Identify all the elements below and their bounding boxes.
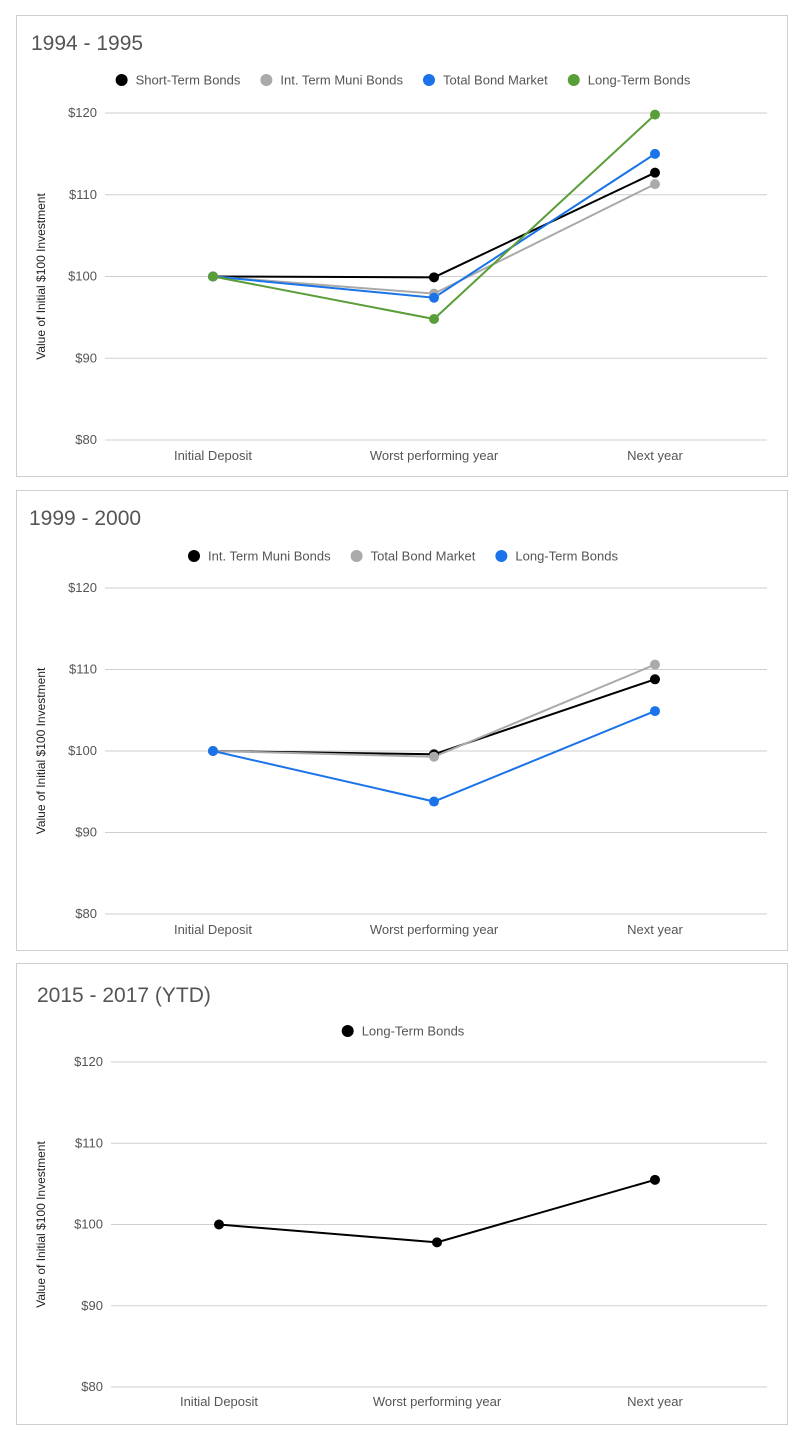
data-point-long-term-bonds[interactable] xyxy=(429,796,439,807)
legend: Int. Term Muni Bonds Total Bond Market Lon… xyxy=(188,549,618,564)
x-tick-label: Next year xyxy=(627,922,683,937)
legend-marker xyxy=(188,550,200,562)
legend-item-int-term-muni-bonds[interactable]: Int. Term Muni Bonds xyxy=(260,73,403,88)
legend-label: Total Bond Market xyxy=(371,549,476,564)
y-tick-label: $100 xyxy=(74,1217,103,1232)
legend-marker xyxy=(350,550,363,562)
data-point-total-bond-market[interactable] xyxy=(429,292,439,303)
data-point-short-term-bonds[interactable] xyxy=(650,167,660,178)
data-point-long-term-bonds[interactable] xyxy=(650,706,660,717)
y-tick-label: $80 xyxy=(81,1379,103,1394)
y-tick-label: $120 xyxy=(68,580,97,595)
legend-item-total-bond-market[interactable]: Total Bond Market xyxy=(422,73,548,88)
y-tick-label: $110 xyxy=(69,662,97,677)
legend-label: Short-Term Bonds xyxy=(136,73,241,88)
data-point-long-term-bonds[interactable] xyxy=(208,271,218,282)
data-point-long-term-bonds[interactable] xyxy=(650,1174,660,1185)
y-tick-label: $90 xyxy=(75,825,97,840)
chart-svg: 1999 - 2000 $80 $90 $100 $110 $120 Value of In… xyxy=(29,507,767,937)
chart-panel-1994-1995: 1994 - 1995 $80 $90 $100 $110 $120 Value of In… xyxy=(16,15,788,477)
x-tick-label: Next year xyxy=(627,448,683,463)
series-line-total-bond-market xyxy=(212,663,656,758)
y-tick-label: $90 xyxy=(81,1298,103,1313)
legend-label: Long-Term Bonds xyxy=(362,1024,465,1039)
data-point-total-bond-market[interactable] xyxy=(429,751,439,762)
x-tick-label: Next year xyxy=(627,1394,683,1409)
y-tick-label: $120 xyxy=(68,105,97,120)
series-line-int-term-muni-bonds xyxy=(212,678,656,756)
x-tick-label: Worst performing year xyxy=(373,1394,502,1409)
chart-svg: 1994 - 1995 $80 $90 $100 $110 $120 Value of In… xyxy=(31,32,767,463)
x-tick-label: Worst performing year xyxy=(370,922,499,937)
data-point-total-bond-market[interactable] xyxy=(650,659,660,670)
legend-label: Int. Term Muni Bonds xyxy=(280,73,403,88)
legend-marker xyxy=(495,550,508,562)
chart-panel-2015-2017: 2015 - 2017 (YTD) $80 $90 $100 $110 $120 Value… xyxy=(16,963,788,1425)
data-point-long-term-bonds[interactable] xyxy=(429,314,439,325)
legend-label: Long-Term Bonds xyxy=(588,73,691,88)
series-line-short-term-bonds xyxy=(212,171,656,279)
x-tick-label: Initial Deposit xyxy=(174,448,252,463)
legend-marker xyxy=(422,74,435,86)
y-tick-label: $100 xyxy=(68,743,97,758)
legend-marker xyxy=(567,74,580,86)
chart-svg: 2015 - 2017 (YTD) $80 $90 $100 $110 $120 Value… xyxy=(34,984,767,1409)
legend-item-long-term-bonds[interactable]: Long-Term Bonds xyxy=(495,549,618,564)
data-point-int-term-muni-bonds[interactable] xyxy=(650,674,660,685)
legend-item-total-bond-market[interactable]: Total Bond Market xyxy=(350,549,476,564)
legend-item-int-term-muni-bonds[interactable]: Int. Term Muni Bonds xyxy=(188,549,331,564)
y-axis-title: Value of Initial $100 Investment xyxy=(34,1141,48,1308)
legend-label: Long-Term Bonds xyxy=(515,549,618,564)
y-tick-label: $80 xyxy=(75,432,97,447)
data-point-long-term-bonds[interactable] xyxy=(214,1219,224,1230)
y-tick-label: $90 xyxy=(75,350,97,365)
x-tick-label: Worst performing year xyxy=(370,448,499,463)
chart-title: 1994 - 1995 xyxy=(31,32,143,55)
data-point-short-term-bonds[interactable] xyxy=(429,272,439,283)
chart-panel-1999-2000: 1999 - 2000 $80 $90 $100 $110 $120 Value of In… xyxy=(16,490,788,951)
y-tick-label: $80 xyxy=(75,906,97,921)
legend: Short-Term Bonds Int. Term Muni Bonds Tota… xyxy=(115,73,691,88)
y-tick-label: $120 xyxy=(74,1054,103,1069)
legend-item-short-term-bonds[interactable]: Short-Term Bonds xyxy=(115,73,241,88)
legend-label: Int. Term Muni Bonds xyxy=(208,549,331,564)
y-tick-label: $110 xyxy=(75,1135,103,1150)
legend-marker xyxy=(260,74,273,86)
data-point-long-term-bonds[interactable] xyxy=(432,1237,442,1248)
chart-title: 1999 - 2000 xyxy=(29,507,141,530)
y-tick-label: $110 xyxy=(69,187,97,202)
legend-label: Total Bond Market xyxy=(443,73,548,88)
legend-marker xyxy=(341,1025,354,1037)
y-tick-label: $100 xyxy=(68,269,97,284)
data-point-long-term-bonds[interactable] xyxy=(208,746,218,756)
legend-item-long-term-bonds[interactable]: Long-Term Bonds xyxy=(341,1024,465,1039)
x-tick-label: Initial Deposit xyxy=(180,1394,258,1409)
legend: Long-Term Bonds xyxy=(341,1024,465,1039)
data-point-total-bond-market[interactable] xyxy=(650,148,660,159)
chart-title: 2015 - 2017 (YTD) xyxy=(37,984,211,1007)
data-point-long-term-bonds[interactable] xyxy=(650,109,660,120)
y-axis-title: Value of Initial $100 Investment xyxy=(34,193,48,360)
series-line-long-term-bonds xyxy=(218,1178,656,1244)
data-point-int-term-muni-bonds[interactable] xyxy=(650,179,660,190)
y-axis-title: Value of Initial $100 Investment xyxy=(34,667,48,834)
legend-marker xyxy=(115,74,128,86)
legend-item-long-term-bonds[interactable]: Long-Term Bonds xyxy=(567,73,691,88)
x-tick-label: Initial Deposit xyxy=(174,922,252,937)
